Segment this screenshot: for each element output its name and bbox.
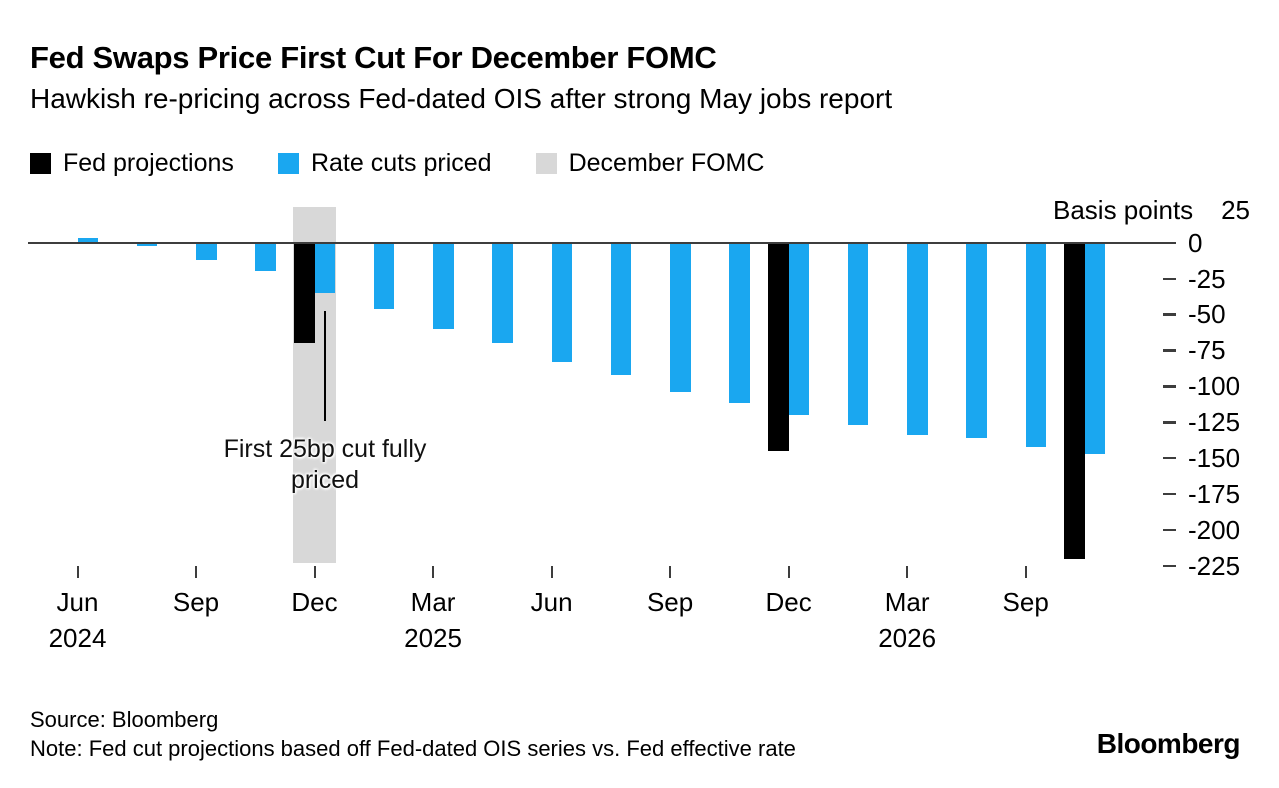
y-axis-top-tick-label: 25 (1221, 195, 1250, 225)
chart-title: Fed Swaps Price First Cut For December F… (30, 40, 717, 75)
x-tick-sep-2025 (669, 566, 672, 578)
bar-rate-cuts-priced-jun-2026 (966, 242, 987, 438)
x-tick-dec-2025 (787, 566, 790, 578)
x-tick-sep-2024 (195, 566, 198, 578)
legend-label: Fed projections (63, 149, 234, 177)
bar-rate-cuts-priced-nov-2024 (255, 242, 276, 272)
y-tick-label--50: -50 (1188, 299, 1226, 330)
x-tick-label-dec-2024: Dec (291, 587, 338, 617)
bar-rate-cuts-priced-sep-2026 (1025, 242, 1047, 447)
legend-item-december-fomc: December FOMC (535, 149, 765, 178)
y-tick-label--75: -75 (1188, 335, 1226, 366)
source-text: Source: Bloomberg (30, 707, 219, 732)
bar-fed-projections-dec-2024 (294, 242, 315, 344)
fed-projections-swatch-icon (30, 153, 51, 174)
y-tick-dash--125 (1163, 421, 1176, 424)
bar-rate-cuts-priced-jan-2026 (847, 242, 869, 425)
bar-fed-projections-dec-2026 (1064, 242, 1085, 559)
bar-rate-cuts-priced-jan-2025 (373, 242, 395, 309)
bar-rate-cuts-priced-jun-2025 (551, 242, 573, 362)
x-tick-mar-2025 (432, 566, 435, 578)
legend-label: December FOMC (568, 149, 765, 177)
x-year-label-mar-2026: 2026 (878, 623, 937, 653)
y-tick-label--225: -225 (1188, 550, 1241, 581)
y-tick-dash--50 (1163, 313, 1176, 316)
x-tick-label-jun-2024: Jun (56, 587, 99, 617)
bar-rate-cuts-priced-sep-2025 (670, 242, 691, 392)
december-fomc-swatch-icon (535, 153, 557, 174)
bar-rate-cuts-priced-mar-2026 (907, 242, 928, 436)
y-tick-dash--75 (1163, 349, 1176, 352)
x-tick-sep-2026 (1024, 566, 1027, 578)
bar-rate-cuts-priced-sep-2024 (196, 242, 217, 260)
bar-rate-cuts-priced-dec-2025 (788, 242, 810, 415)
x-year-label-mar-2025: 2025 (404, 623, 462, 653)
y-tick-label--25: -25 (1188, 263, 1226, 294)
y-tick-dash--25 (1163, 277, 1176, 280)
bar-rate-cuts-priced-jun-2024 (77, 238, 98, 243)
x-tick-jun-2024 (76, 566, 79, 578)
y-tick-dash--200 (1163, 528, 1176, 532)
y-tick-label-0: 0 (1188, 227, 1203, 258)
legend: Fed projections Rate cuts priced Decembe… (30, 149, 764, 178)
legend-item-rate-cuts-priced: Rate cuts priced (277, 149, 492, 178)
x-tick-jun-2025 (550, 566, 553, 578)
x-year-label-jun-2024: 2024 (48, 623, 107, 653)
x-tick-label-sep-2024: Sep (172, 587, 220, 617)
legend-item-fed-projections: Fed projections (30, 149, 234, 178)
x-tick-label-sep-2025: Sep (646, 587, 694, 617)
annotation-text-line: First 25bp cut fully (223, 435, 427, 463)
annotation-text: First 25bp cut fully priced (165, 434, 485, 496)
chart-subtitle: Hawkish re-pricing across Fed-dated OIS … (30, 83, 893, 114)
x-tick-label-jun-2025: Jun (530, 587, 573, 617)
bar-rate-cuts-priced-dec-2026 (1084, 242, 1106, 454)
y-axis-header: Basis points 25 (1053, 195, 1250, 226)
y-tick-label--100: -100 (1188, 371, 1241, 402)
bar-rate-cuts-priced-jul-2025 (610, 242, 632, 375)
y-tick-label--175: -175 (1188, 478, 1241, 509)
annotation-pointer-line (324, 311, 326, 421)
bar-rate-cuts-priced-dec-2024 (314, 242, 336, 293)
bar-rate-cuts-priced-oct-2025 (729, 242, 750, 404)
y-tick-dash--150 (1163, 457, 1176, 460)
x-tick-label-dec-2025: Dec (765, 587, 812, 617)
bar-rate-cuts-priced-jul-2024 (136, 242, 158, 246)
x-tick-dec-2024 (313, 566, 316, 578)
zero-line (28, 241, 1176, 244)
bloomberg-logo: Bloomberg (1096, 728, 1241, 759)
y-tick-label--125: -125 (1188, 407, 1241, 438)
x-tick-label-sep-2026: Sep (1002, 587, 1049, 617)
bar-fed-projections-dec-2025 (768, 242, 789, 451)
y-tick-label--150: -150 (1188, 443, 1241, 474)
note-text: Note: Fed cut projections based off Fed-… (30, 736, 796, 761)
x-tick-label-mar-2025: Mar (410, 587, 456, 617)
y-tick-dash--175 (1163, 492, 1176, 496)
x-tick-label-mar-2026: Mar (884, 587, 930, 617)
annotation-text-line: priced (290, 466, 360, 494)
y-tick-label--200: -200 (1188, 514, 1241, 545)
y-tick-dash--225 (1163, 564, 1176, 568)
x-tick-mar-2026 (906, 566, 909, 578)
y-tick-dash--100 (1163, 385, 1176, 388)
legend-label: Rate cuts priced (310, 149, 492, 177)
rate-cuts-priced-swatch-icon (277, 153, 299, 174)
bar-rate-cuts-priced-may-2025 (492, 242, 513, 344)
y-axis-title: Basis points (1053, 195, 1194, 225)
bar-rate-cuts-priced-mar-2025 (433, 242, 454, 329)
